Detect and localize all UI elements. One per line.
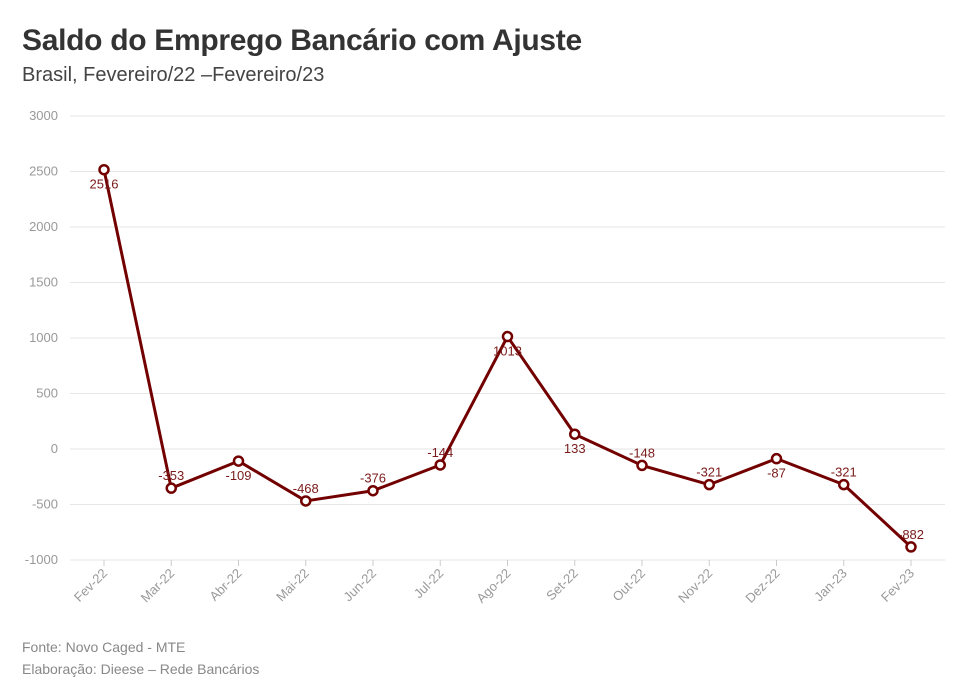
data-label: -353: [158, 468, 184, 483]
data-point: [300, 495, 312, 507]
x-tick-label: Fev-22: [71, 566, 110, 605]
x-tick-label: Jan-23: [811, 566, 850, 605]
data-point: [98, 163, 110, 176]
y-tick-label: -1000: [25, 552, 58, 567]
x-tick-label: Ago-22: [473, 566, 513, 606]
data-point: [838, 478, 850, 491]
data-label: 133: [564, 441, 586, 456]
y-tick-label: 2500: [29, 164, 58, 179]
x-tick-label: Nov-22: [675, 566, 715, 606]
y-tick-label: 1500: [29, 275, 58, 290]
line-chart: 3000 2500 2000 1500 1000 500 0 -500 -1000 Fev-22…: [25, 108, 945, 606]
data-point: [434, 459, 446, 471]
x-tick-label: Fev-23: [878, 566, 917, 605]
data-point: [232, 455, 245, 467]
chart-subtitle: Brasil, Fevereiro/22 –Fevereiro/23: [22, 64, 325, 86]
data-point: [905, 541, 917, 553]
data-points: [98, 163, 917, 553]
x-tick-label: Set-22: [543, 566, 581, 604]
data-point: [770, 452, 783, 465]
y-tick-label: 500: [36, 386, 58, 401]
x-tick-label: Mai-22: [273, 566, 312, 605]
data-label: 2516: [90, 177, 119, 192]
data-label: -882: [898, 527, 924, 542]
data-label: -321: [831, 465, 857, 480]
data-point: [165, 482, 177, 494]
y-tick-label: -500: [32, 497, 58, 512]
x-tick-label: Jun-22: [340, 566, 379, 605]
data-label: -109: [225, 468, 251, 483]
data-label: -148: [629, 445, 655, 460]
y-tick-label: 2000: [29, 219, 58, 234]
data-point: [703, 478, 715, 491]
y-tick-label: 0: [51, 441, 58, 456]
data-label: -144: [427, 445, 453, 460]
data-point: [367, 484, 379, 497]
footer: Fonte: Novo Caged - MTE Elaboração: Diee…: [22, 636, 259, 680]
y-tick-label: 3000: [29, 108, 58, 123]
y-axis-ticks: 3000 2500 2000 1500 1000 500 0 -500 -1000: [25, 108, 58, 567]
y-tick-label: 1000: [29, 330, 58, 345]
x-tick-label: Abr-22: [206, 566, 244, 604]
x-tick-label: Mar-22: [138, 566, 178, 606]
source-text: Fonte: Novo Caged - MTE: [22, 639, 186, 655]
data-label: -468: [293, 481, 319, 496]
x-axis-ticks: Fev-22 Mar-22 Abr-22 Mai-22 Jun-22 Jul-22 Ago-…: [71, 560, 917, 606]
data-label: -321: [696, 465, 722, 480]
data-label: 1013: [493, 344, 522, 359]
credit-text: Elaboração: Dieese – Rede Bancários: [22, 661, 260, 677]
chart-title: Saldo do Emprego Bancário com Ajuste: [22, 24, 582, 57]
data-point: [636, 459, 648, 472]
data-labels: 2516 -353 -109 -468 -376 -144 1013 133 -148 -321 -…: [90, 177, 924, 542]
data-point: [569, 428, 581, 440]
data-label: -87: [767, 466, 786, 481]
x-tick-label: Jul-22: [411, 566, 447, 602]
data-point: [501, 330, 514, 343]
x-tick-label: Out-22: [609, 566, 648, 605]
x-tick-label: Dez-22: [742, 566, 782, 606]
data-label: -376: [360, 471, 386, 486]
